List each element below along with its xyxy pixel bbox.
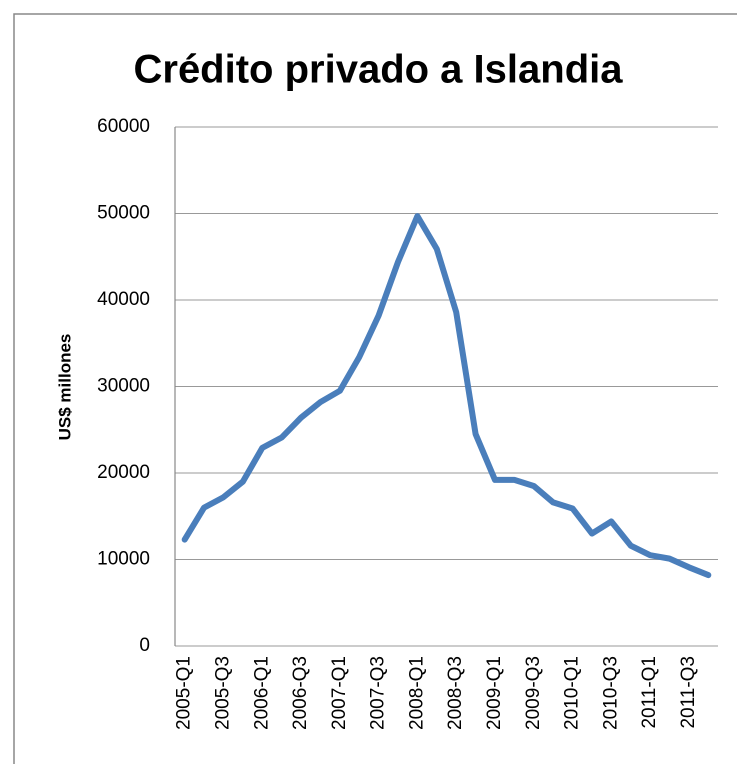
- data-line: [181, 213, 712, 579]
- x-tick-label: 2010-Q1: [562, 656, 583, 730]
- y-tick-label: 40000: [97, 289, 150, 310]
- x-tick-label: 2008-Q3: [445, 656, 466, 730]
- y-tick-label: 30000: [97, 376, 150, 397]
- x-tick-label: 2010-Q3: [600, 656, 621, 730]
- x-tick-label: 2008-Q1: [406, 656, 427, 730]
- x-tick-label: 2011-Q1: [639, 656, 660, 729]
- x-tick-label: 2006-Q1: [251, 656, 272, 730]
- y-axis-label: US$ millones: [55, 334, 74, 441]
- chart-title: Crédito privado a Islandia: [133, 48, 623, 92]
- x-tick-label: 2009-Q3: [523, 656, 544, 730]
- x-tick-label: 2011-Q3: [678, 656, 699, 729]
- y-tick-label: 60000: [97, 116, 150, 137]
- y-tick-label: 10000: [97, 549, 150, 570]
- x-tick-label: 2007-Q3: [368, 656, 389, 730]
- x-tick-label: 2005-Q3: [212, 656, 233, 730]
- chart-frame: [13, 13, 737, 764]
- y-tick-label: 0: [139, 635, 150, 656]
- y-tick-label: 20000: [97, 462, 150, 483]
- x-tick-label: 2009-Q1: [484, 656, 505, 730]
- x-tick-label: 2006-Q3: [290, 656, 311, 730]
- y-tick-label: 50000: [97, 203, 150, 224]
- x-tick-label: 2007-Q1: [329, 656, 350, 730]
- x-tick-label: 2005-Q1: [174, 656, 195, 730]
